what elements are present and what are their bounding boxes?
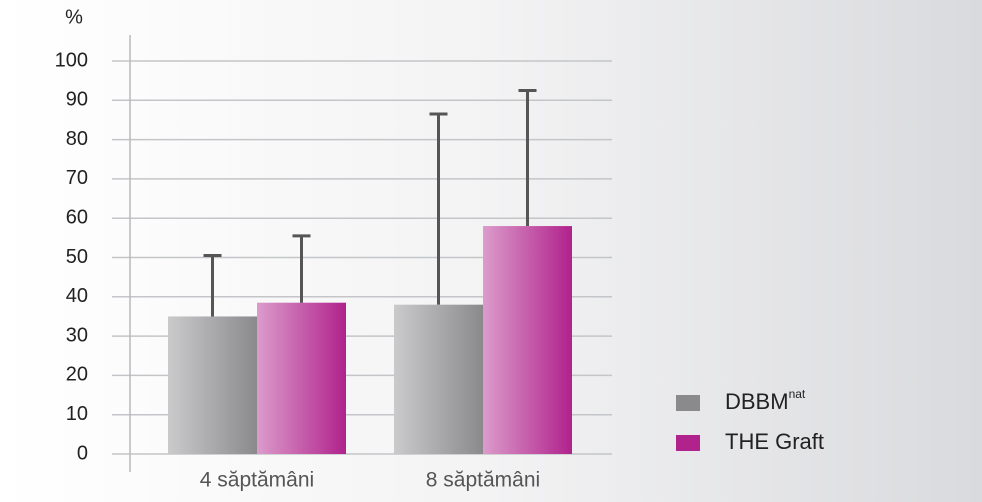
y-tick-label: 40 xyxy=(66,285,88,307)
y-tick-label: 90 xyxy=(66,89,88,111)
error-bar xyxy=(292,234,311,303)
y-tick-label: 50 xyxy=(66,246,88,268)
legend-superscript: nat xyxy=(789,387,806,401)
error-bar xyxy=(518,88,537,227)
y-axis-label: % xyxy=(65,6,83,28)
y-tick-label: 0 xyxy=(77,442,88,464)
legend-label: THE Graft xyxy=(725,429,824,454)
x-tick-label: 4 săptămâni xyxy=(200,469,314,492)
legend-label: DBBMnat xyxy=(725,387,806,414)
y-tick-label: 30 xyxy=(66,324,88,346)
legend-text: DBBM xyxy=(725,389,789,414)
legend-swatch xyxy=(676,395,700,411)
bar xyxy=(168,316,257,454)
y-tick-label: 80 xyxy=(66,128,88,150)
y-tick-label: 20 xyxy=(66,364,88,386)
y-tick-label: 100 xyxy=(55,49,88,71)
y-tick-label: 70 xyxy=(66,167,88,189)
x-tick-label: 8 săptămâni xyxy=(426,469,540,492)
error-bar xyxy=(429,112,448,305)
y-tick-label: 10 xyxy=(66,403,88,425)
bar xyxy=(394,304,483,454)
bar xyxy=(483,226,572,454)
legend-swatch xyxy=(676,435,700,451)
legend-text: THE Graft xyxy=(725,429,824,454)
bar xyxy=(257,302,346,454)
error-bar xyxy=(203,254,222,317)
y-tick-label: 60 xyxy=(66,206,88,228)
